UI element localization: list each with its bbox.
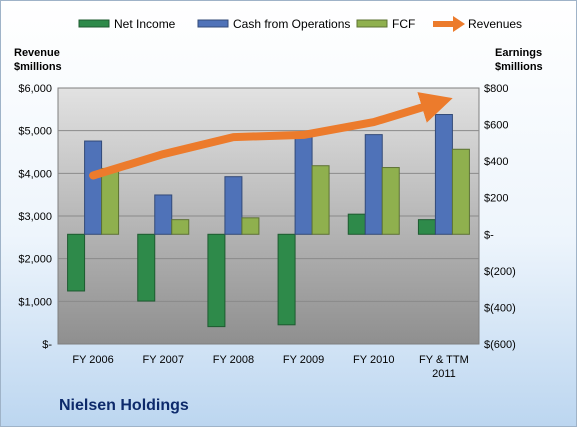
right-tick-label: $200 [484,193,508,205]
left-tick-label: $- [42,339,52,351]
right-tick-label: $(400) [484,302,516,314]
bar-cash-from-operations [364,134,383,235]
left-axis-title: Revenue [14,47,60,59]
right-axis-title: Earnings [495,47,542,59]
category-label: FY 2007 [143,354,184,366]
category-label: FY 2010 [353,354,394,366]
right-tick-label: $- [484,229,494,241]
right-tick-label: $(600) [484,339,516,351]
left-tick-label: $1,000 [18,296,52,308]
bar-fcf [241,217,260,235]
bar-fcf [101,167,120,235]
bar-fcf [451,148,470,235]
left-tick-label: $5,000 [18,126,52,138]
category-label: FY 2006 [72,354,113,366]
legend-label: Cash from Operations [233,17,350,31]
bar-fcf [381,167,400,235]
left-tick-label: $6,000 [18,83,52,95]
left-tick-label: $2,000 [18,254,52,266]
right-tick-label: $600 [484,120,508,132]
bar-net-income [417,219,436,235]
bar-cash-from-operations [294,134,313,235]
bar-fcf [311,165,330,235]
left-tick-label: $3,000 [18,211,52,223]
bar-cash-from-operations [434,114,453,235]
bar-fcf [171,219,190,235]
legend-swatch [197,19,229,28]
legend-label: Revenues [468,17,522,31]
bar-cash-from-operations [84,140,103,235]
bar-cash-from-operations [154,194,173,235]
category-label: 2011 [432,368,456,380]
legend-label: Net Income [114,17,176,31]
right-tick-label: $800 [484,83,508,95]
category-label: FY 2009 [283,354,324,366]
legend-swatch [78,19,110,28]
bar-net-income [67,233,86,292]
company-name: Nielsen Holdings [59,397,189,414]
left-tick-label: $4,000 [18,168,52,180]
bar-net-income [207,233,226,328]
category-label: FY & TTM [419,354,469,366]
right-axis-title: $millions [495,61,543,73]
right-tick-label: $400 [484,156,508,168]
category-label: FY 2008 [213,354,254,366]
bar-net-income [277,233,296,326]
right-tick-label: $(200) [484,266,516,278]
bar-cash-from-operations [224,176,243,235]
legend-swatch [356,19,388,28]
revenues-line [89,92,453,180]
bar-net-income [347,213,366,235]
legend-swatch [453,16,465,32]
left-axis-title: $millions [14,61,62,73]
legend-label: FCF [392,17,415,31]
bar-net-income [137,233,156,302]
